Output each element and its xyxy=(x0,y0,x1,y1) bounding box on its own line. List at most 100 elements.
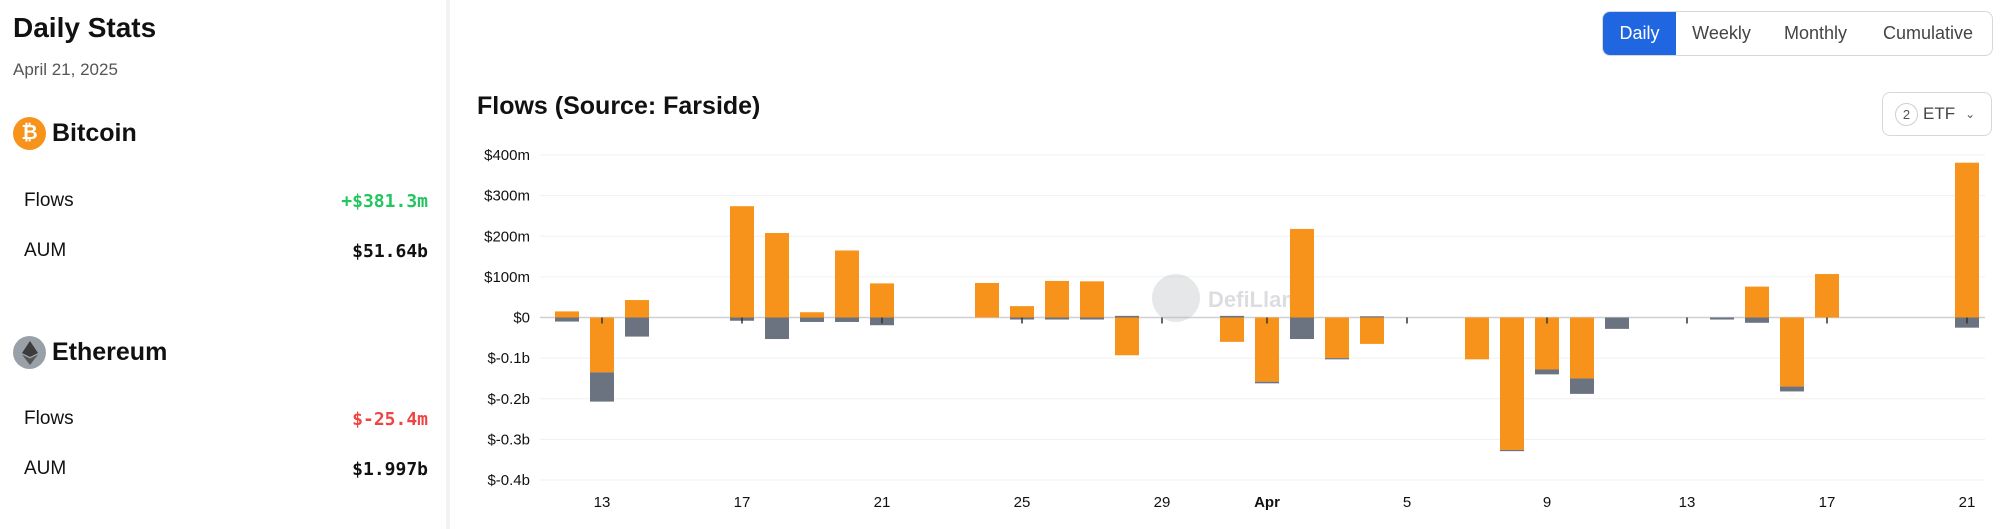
bar-eth-day-31[interactable] xyxy=(1500,449,1524,452)
ethereum-icon xyxy=(13,336,46,369)
bar-btc-day-27[interactable] xyxy=(1360,317,1384,344)
bar-btc-day-40[interactable] xyxy=(1815,274,1839,318)
x-tick-label: 21 xyxy=(874,494,891,511)
bar-eth-day-11[interactable] xyxy=(800,317,824,322)
bar-eth-day-4[interactable] xyxy=(555,317,579,322)
ethereum-aum-label: AUM xyxy=(24,458,67,479)
y-tick-label: $-0.1b xyxy=(487,350,530,367)
x-tick-label: 21 xyxy=(1959,494,1976,511)
x-tick-label: 29 xyxy=(1154,494,1171,511)
bitcoin-flows-label: Flows xyxy=(24,190,74,211)
ethereum-name: Ethereum xyxy=(52,338,168,366)
bar-eth-day-24[interactable] xyxy=(1255,381,1279,384)
y-tick-label: $100m xyxy=(484,269,530,286)
bar-eth-day-25[interactable] xyxy=(1290,317,1314,340)
y-tick-label: $-0.3b xyxy=(487,431,530,448)
x-tick-label: 17 xyxy=(734,494,751,511)
bar-eth-day-27[interactable] xyxy=(1360,316,1384,318)
bitcoin-aum-value: $51.64b xyxy=(352,240,428,262)
bar-btc-day-25[interactable] xyxy=(1290,228,1314,318)
bar-eth-day-32[interactable] xyxy=(1535,369,1559,375)
daily-stats-panel: Daily Stats April 21, 2025 ₿ Bitcoin Flo… xyxy=(0,0,446,529)
y-tick-label: $-0.4b xyxy=(487,472,530,489)
y-tick-label: $0 xyxy=(513,310,530,327)
ethereum-flows-label: Flows xyxy=(24,408,74,429)
bar-btc-day-13[interactable] xyxy=(870,283,894,318)
bar-btc-day-19[interactable] xyxy=(1080,281,1104,318)
bar-btc-day-5[interactable] xyxy=(590,317,614,373)
bitcoin-header: ₿ Bitcoin xyxy=(13,117,137,150)
ethereum-aum-row: AUM $1.997b xyxy=(24,458,428,480)
bar-eth-day-23[interactable] xyxy=(1220,315,1244,318)
bar-btc-day-39[interactable] xyxy=(1780,317,1804,387)
bar-btc-day-6[interactable] xyxy=(625,300,649,318)
ethereum-flows-row: Flows $-25.4m xyxy=(24,408,428,430)
bar-btc-day-12[interactable] xyxy=(835,250,859,318)
x-tick-label: Apr xyxy=(1254,494,1280,511)
bar-btc-day-23[interactable] xyxy=(1220,317,1244,342)
bar-btc-day-31[interactable] xyxy=(1500,317,1524,450)
tab-cumulative[interactable]: Cumulative xyxy=(1882,23,1974,43)
bitcoin-name: Bitcoin xyxy=(52,119,137,147)
ethereum-header: Ethereum xyxy=(13,336,167,369)
bar-btc-day-11[interactable] xyxy=(800,312,824,318)
tab-monthly[interactable]: Monthly xyxy=(1783,23,1848,43)
etf-count-badge: 2 xyxy=(1895,102,1918,126)
x-tick-label: 9 xyxy=(1543,494,1551,511)
bar-btc-day-16[interactable] xyxy=(975,282,999,318)
bar-btc-day-26[interactable] xyxy=(1325,317,1349,359)
bar-eth-day-18[interactable] xyxy=(1045,317,1069,320)
bar-btc-day-44[interactable] xyxy=(1955,162,1979,318)
stats-date: April 21, 2025 xyxy=(13,60,118,79)
bar-eth-day-19[interactable] xyxy=(1080,317,1104,320)
tab-weekly[interactable]: Weekly xyxy=(1692,23,1751,43)
ethereum-aum-value: $1.997b xyxy=(352,458,428,480)
bar-btc-day-17[interactable] xyxy=(1010,306,1034,318)
bitcoin-flows-row: Flows +$381.3m xyxy=(24,190,428,212)
panel-title: Daily Stats xyxy=(13,12,157,43)
bar-btc-day-20[interactable] xyxy=(1115,317,1139,356)
bar-btc-day-24[interactable] xyxy=(1255,317,1279,382)
bar-eth-day-37[interactable] xyxy=(1710,317,1734,320)
bar-eth-day-10[interactable] xyxy=(765,317,789,340)
bar-btc-day-30[interactable] xyxy=(1465,317,1489,360)
x-tick-label: 13 xyxy=(1679,494,1696,511)
period-tabs: Daily Weekly Monthly Cumulative xyxy=(1602,11,1993,56)
bar-eth-day-12[interactable] xyxy=(835,317,859,322)
y-tick-label: $-0.2b xyxy=(487,391,530,408)
etf-filter-label: ETF xyxy=(1923,104,1956,123)
x-tick-label: 17 xyxy=(1819,494,1836,511)
bar-eth-day-38[interactable] xyxy=(1745,317,1769,323)
bar-eth-day-6[interactable] xyxy=(625,317,649,337)
bitcoin-aum-row: AUM $51.64b xyxy=(24,240,428,262)
bar-eth-day-5[interactable] xyxy=(590,372,614,402)
bar-eth-day-33[interactable] xyxy=(1570,378,1594,394)
x-tick-label: 13 xyxy=(594,494,611,511)
bar-btc-day-10[interactable] xyxy=(765,233,789,318)
x-tick-label: 25 xyxy=(1014,494,1031,511)
etf-filter-select[interactable]: 2 ETF ⌄ xyxy=(1882,92,1992,136)
chevron-down-icon: ⌄ xyxy=(1965,107,1976,121)
bar-btc-day-18[interactable] xyxy=(1045,280,1069,318)
x-tick-label: 5 xyxy=(1403,494,1411,511)
tab-daily[interactable]: Daily xyxy=(1603,12,1676,55)
panel-divider xyxy=(446,0,450,529)
bitcoin-flows-value: +$381.3m xyxy=(341,190,428,212)
y-tick-label: $300m xyxy=(484,188,530,205)
bitcoin-icon: ₿ xyxy=(13,117,46,150)
bitcoin-aum-label: AUM xyxy=(24,240,67,261)
bar-eth-day-20[interactable] xyxy=(1115,315,1139,318)
y-tick-label: $200m xyxy=(484,228,530,245)
bar-btc-day-9[interactable] xyxy=(730,206,754,318)
bar-btc-day-32[interactable] xyxy=(1535,317,1559,370)
bar-eth-day-26[interactable] xyxy=(1325,358,1349,360)
bar-eth-day-34[interactable] xyxy=(1605,317,1629,329)
bar-btc-day-33[interactable] xyxy=(1570,317,1594,379)
y-tick-label: $400m xyxy=(484,147,530,164)
bar-eth-day-39[interactable] xyxy=(1780,386,1804,392)
chart-title: Flows (Source: Farside) xyxy=(477,92,761,120)
defillama-watermark: DefiLlama xyxy=(1152,274,1314,322)
bar-btc-day-38[interactable] xyxy=(1745,286,1769,318)
bar-btc-day-4[interactable] xyxy=(555,311,579,318)
